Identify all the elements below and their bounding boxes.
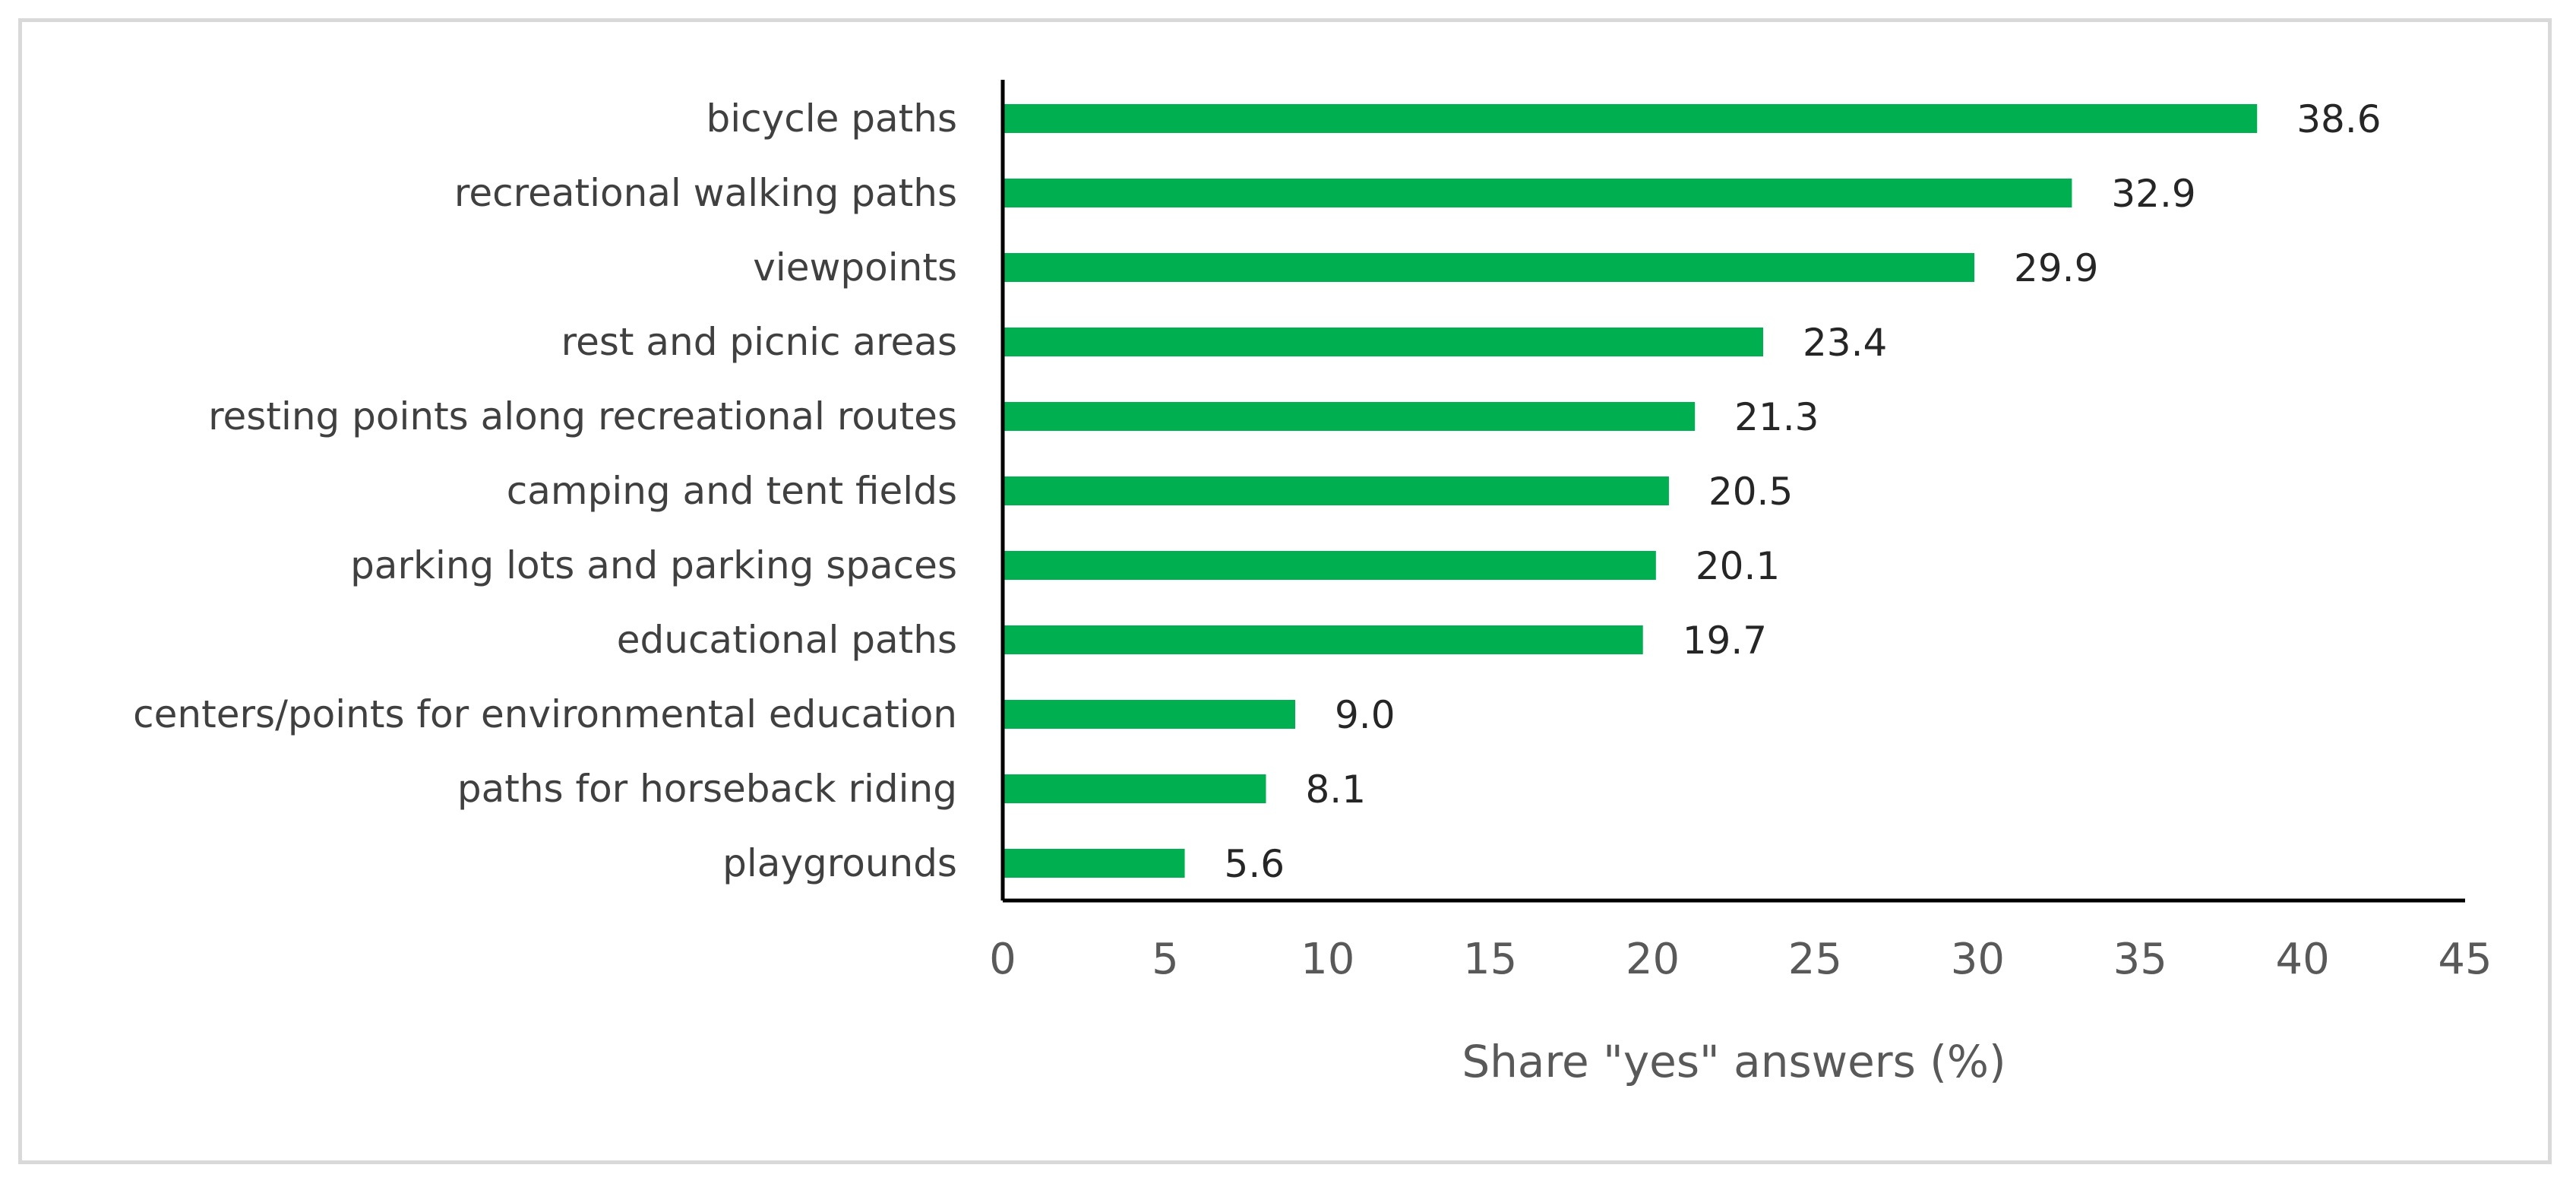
data-label: 32.9 bbox=[2111, 172, 2195, 216]
x-tick-label: 20 bbox=[1626, 935, 1680, 984]
bar bbox=[1003, 700, 1295, 729]
category-label: playgrounds bbox=[722, 841, 957, 885]
category-label: educational paths bbox=[617, 618, 957, 662]
x-tick-label: 5 bbox=[1152, 935, 1179, 984]
x-tick-label: 10 bbox=[1301, 935, 1354, 984]
x-axis-title: Share "yes" answers (%) bbox=[1462, 1036, 2005, 1087]
bar bbox=[1003, 476, 1669, 505]
bar bbox=[1003, 849, 1185, 878]
data-label: 21.3 bbox=[1734, 395, 1819, 439]
bars-layer bbox=[1003, 104, 2258, 878]
bar bbox=[1003, 104, 2258, 133]
bar bbox=[1003, 402, 1696, 431]
x-tick-label: 40 bbox=[2275, 935, 2329, 984]
category-label: parking lots and parking spaces bbox=[350, 543, 957, 587]
bar bbox=[1003, 253, 1975, 282]
bar bbox=[1003, 328, 1763, 356]
data-label: 20.1 bbox=[1696, 544, 1780, 588]
x-tick-label: 45 bbox=[2438, 935, 2492, 984]
category-label: viewpoints bbox=[753, 245, 957, 290]
category-label: centers/points for environmental educati… bbox=[133, 692, 957, 736]
category-labels-layer: bicycle paths recreational walking paths v… bbox=[133, 97, 957, 885]
x-tick-labels-layer: 0 5 10 15 20 25 30 35 40 45 bbox=[989, 935, 2492, 984]
category-label: paths for horseback riding bbox=[457, 767, 957, 811]
value-labels-layer: 38.6 32.9 29.9 23.4 21.3 20.5 20.1 19.7 9.0 8.1 5.… bbox=[1225, 97, 2382, 886]
data-label: 19.7 bbox=[1683, 619, 1767, 663]
data-label: 29.9 bbox=[2014, 246, 2098, 290]
category-label: recreational walking paths bbox=[454, 171, 957, 215]
x-tick-label: 30 bbox=[1951, 935, 2005, 984]
data-label: 20.5 bbox=[1708, 470, 1793, 514]
x-tick-label: 25 bbox=[1788, 935, 1842, 984]
bar bbox=[1003, 625, 1643, 654]
data-label: 5.6 bbox=[1225, 842, 1285, 886]
x-tick-label: 35 bbox=[2113, 935, 2167, 984]
bar bbox=[1003, 774, 1266, 803]
category-label: rest and picnic areas bbox=[561, 320, 957, 364]
category-label: resting points along recreational routes bbox=[208, 394, 957, 438]
category-label: camping and tent fields bbox=[507, 469, 957, 513]
x-tick-label: 0 bbox=[989, 935, 1016, 984]
data-label: 8.1 bbox=[1306, 768, 1367, 812]
bar bbox=[1003, 551, 1656, 580]
bar bbox=[1003, 179, 2072, 207]
category-label: bicycle paths bbox=[706, 97, 957, 141]
data-label: 9.0 bbox=[1335, 693, 1395, 737]
data-label: 23.4 bbox=[1803, 321, 1887, 365]
x-tick-label: 15 bbox=[1463, 935, 1517, 984]
chart-frame bbox=[18, 18, 2552, 1164]
data-label: 38.6 bbox=[2296, 97, 2381, 141]
